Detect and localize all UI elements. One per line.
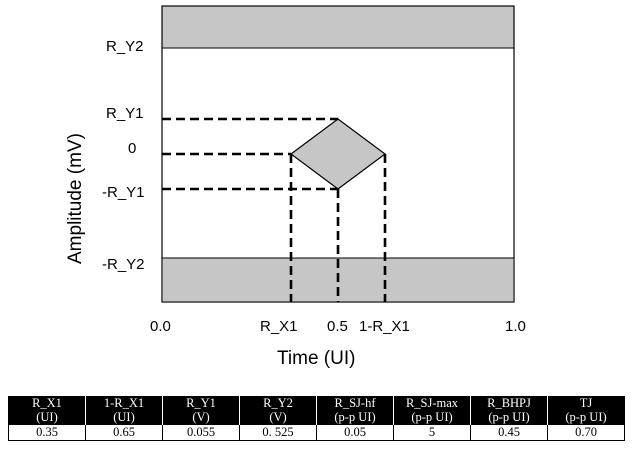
y-label-ry1: R_Y1 — [106, 105, 144, 122]
cell-r-sj-max: 5 — [393, 424, 471, 441]
header-r-y1: R_Y1 (V) — [162, 396, 240, 425]
cell-r-x1: 0.35 — [8, 424, 86, 441]
x-label-rx1: R_X1 — [260, 318, 298, 335]
header-r-sj-hf: R_SJ-hf (p-p UI) — [316, 396, 394, 425]
header-r-bhpj: R_BHPJ (p-p UI) — [470, 396, 548, 425]
cell-r-y2: 0. 525 — [239, 424, 317, 441]
cell-tj: 0.70 — [547, 424, 625, 441]
y-axis-title: Amplitude (mV) — [65, 133, 86, 264]
header-r-sj-max: R_SJ-max (p-p UI) — [393, 396, 471, 425]
x-axis-title: Time (UI) — [277, 348, 355, 369]
cell-r-sj-hf: 0.05 — [316, 424, 394, 441]
cell-r-y1: 0.055 — [162, 424, 240, 441]
y-label-neg-ry1: -R_Y1 — [102, 184, 145, 201]
y-label-neg-ry2: -R_Y2 — [102, 256, 145, 273]
x-label-one: 1.0 — [505, 318, 526, 335]
cell-one-minus-r-x1: 0.65 — [85, 424, 163, 441]
header-r-y2: R_Y2 (V) — [239, 396, 317, 425]
header-one-minus-r-x1: 1-R_X1 (UI) — [85, 396, 163, 425]
dashed-guides — [162, 117, 387, 302]
eye-opening-diamond — [289, 118, 387, 190]
x-label-one-minus-rx1: 1-R_X1 — [359, 318, 410, 335]
table-row: 0.35 0.65 0.055 0. 525 0.05 5 0.45 0.70 — [8, 424, 625, 441]
header-r-x1: R_X1 (UI) — [8, 396, 86, 425]
cell-r-bhpj: 0.45 — [470, 424, 548, 441]
table-header-row: R_X1 (UI) 1-R_X1 (UI) R_Y1 (V) R_Y2 (V) R_SJ… — [8, 396, 625, 425]
y-label-zero: 0 — [128, 140, 136, 157]
x-label-half: 0.5 — [327, 318, 348, 335]
header-tj: TJ (p-p UI) — [547, 396, 625, 425]
y-label-ry2: R_Y2 — [106, 38, 144, 55]
parameter-table: R_X1 (UI) 1-R_X1 (UI) R_Y1 (V) R_Y2 (V) R_SJ… — [8, 396, 625, 441]
upper-limit-region — [161, 5, 515, 49]
x-label-zero: 0.0 — [150, 318, 171, 335]
